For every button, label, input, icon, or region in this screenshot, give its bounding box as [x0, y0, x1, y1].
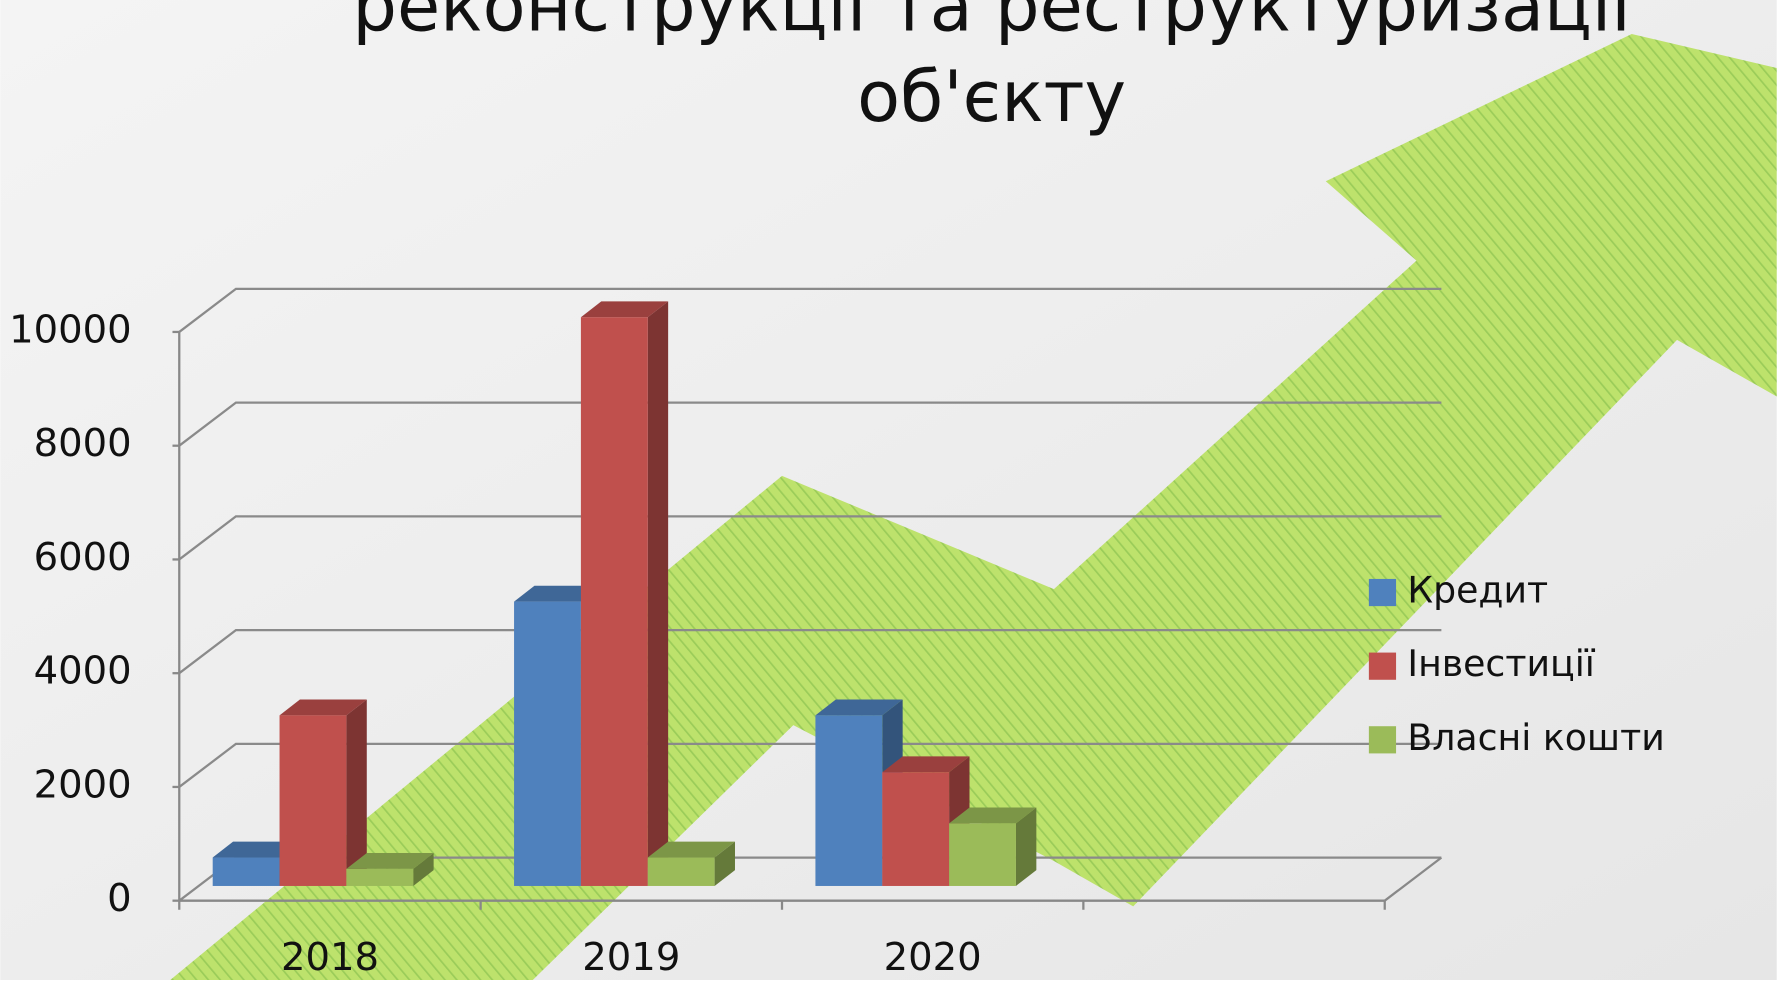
y-tick-label: 10000 — [9, 307, 132, 352]
bar — [581, 317, 648, 886]
chart-title: об'єкту — [857, 56, 1126, 138]
bar — [514, 602, 581, 886]
x-tick-label: 2018 — [281, 935, 379, 980]
bar — [213, 858, 280, 886]
bar — [346, 869, 413, 886]
chart: реконструкції та реструктуризації об'єкт… — [0, 0, 1777, 980]
bar — [280, 715, 347, 886]
legend-swatch — [1369, 653, 1396, 680]
y-tick-label: 2000 — [34, 762, 132, 807]
bar — [949, 823, 1016, 886]
y-tick-label: 6000 — [34, 535, 132, 580]
y-tick-label: 0 — [107, 876, 132, 921]
bar — [648, 858, 715, 886]
legend-swatch — [1369, 579, 1396, 606]
bar — [815, 715, 882, 886]
x-tick-label: 2020 — [884, 935, 982, 980]
y-tick-label: 4000 — [34, 649, 132, 694]
bar — [882, 772, 949, 886]
legend-label: Власні кошти — [1407, 716, 1664, 759]
bar-side — [648, 301, 668, 886]
page: {"chart_data": {"type": "bar3d", "title"… — [0, 0, 1777, 980]
y-tick-label: 8000 — [34, 421, 132, 466]
legend-label: Кредит — [1407, 569, 1548, 612]
chart-title: реконструкції та реструктуризації — [352, 0, 1631, 47]
legend-label: Інвестиції — [1407, 642, 1595, 685]
legend-swatch — [1369, 726, 1396, 753]
x-tick-label: 2019 — [582, 935, 680, 980]
